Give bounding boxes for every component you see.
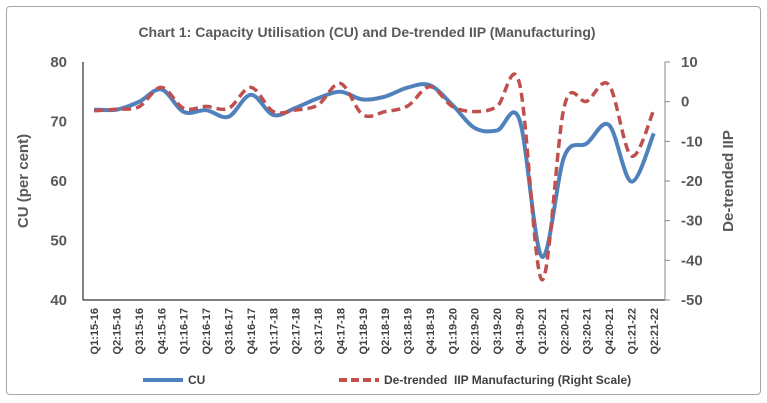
y2-tick-label: 10 bbox=[681, 54, 698, 71]
y2-tick-label: -40 bbox=[681, 252, 703, 269]
x-tick-label: Q3:17-18 bbox=[313, 308, 325, 354]
x-tick-label: Q1:20-21 bbox=[537, 308, 549, 354]
series-iip-line bbox=[94, 72, 656, 282]
legend-cu-label: CU bbox=[188, 373, 205, 387]
y2-axis-label: De-trended IIP bbox=[720, 130, 737, 232]
x-tick-label: Q3:15-16 bbox=[134, 308, 146, 354]
y-tick-label: 40 bbox=[50, 292, 67, 309]
x-tick-label: Q1:18-19 bbox=[358, 308, 370, 354]
y2-tick-label: -10 bbox=[681, 133, 703, 150]
x-tick-label: Q2:21-22 bbox=[649, 308, 661, 354]
x-tick-label: Q3:19-20 bbox=[492, 308, 504, 354]
y2-tick-label: -50 bbox=[681, 292, 703, 309]
x-tick-label: Q2:15-16 bbox=[112, 308, 124, 354]
x-tick-label: Q2:17-18 bbox=[291, 308, 303, 354]
y2-tick-label: 0 bbox=[681, 94, 689, 111]
x-tick-label: Q4:20-21 bbox=[604, 308, 616, 354]
legend: CU De-trended IIP Manufacturing (Right S… bbox=[143, 373, 631, 387]
x-tick-label: Q1:21-22 bbox=[626, 308, 638, 354]
x-tick-label: Q4:15-16 bbox=[156, 308, 168, 354]
x-tick-label: Q3:16-17 bbox=[224, 308, 236, 354]
y-tick-label: 70 bbox=[50, 114, 67, 131]
x-tick-label: Q2:16-17 bbox=[201, 308, 213, 354]
x-tick-label: Q4:16-17 bbox=[246, 308, 258, 354]
series-cu-line bbox=[94, 82, 656, 259]
x-tick-label: Q2:18-19 bbox=[380, 308, 392, 354]
x-tick-label: Q4:18-19 bbox=[425, 308, 437, 354]
x-tick-label: Q1:19-20 bbox=[447, 308, 459, 354]
x-tick-label: Q4:19-20 bbox=[515, 308, 527, 354]
y-axis-label: CU (per cent) bbox=[15, 134, 32, 228]
legend-iip-label: De-trended IIP Manufacturing (Right Scal… bbox=[384, 373, 631, 387]
y2-tick-label: -20 bbox=[681, 173, 703, 190]
x-tick-label: Q4:17-18 bbox=[335, 308, 347, 354]
x-tick-label: Q1:17-18 bbox=[268, 308, 280, 354]
x-tick-label: Q2:19-20 bbox=[470, 308, 482, 354]
chart-title: Chart 1: Capacity Utilisation (CU) and D… bbox=[138, 24, 595, 40]
y-tick-label: 50 bbox=[50, 233, 67, 250]
y2-tick-label: -30 bbox=[681, 213, 703, 230]
chart-frame bbox=[6, 6, 761, 395]
x-tick-label: Q2:20-21 bbox=[559, 308, 571, 354]
x-tick-label: Q3:18-19 bbox=[403, 308, 415, 354]
x-tick-label: Q3:20-21 bbox=[582, 308, 594, 354]
x-tick-label: Q1:16-17 bbox=[179, 308, 191, 354]
y-tick-label: 60 bbox=[50, 173, 67, 190]
x-tick-label: Q1:15-16 bbox=[89, 308, 101, 354]
y-tick-label: 80 bbox=[50, 54, 67, 71]
